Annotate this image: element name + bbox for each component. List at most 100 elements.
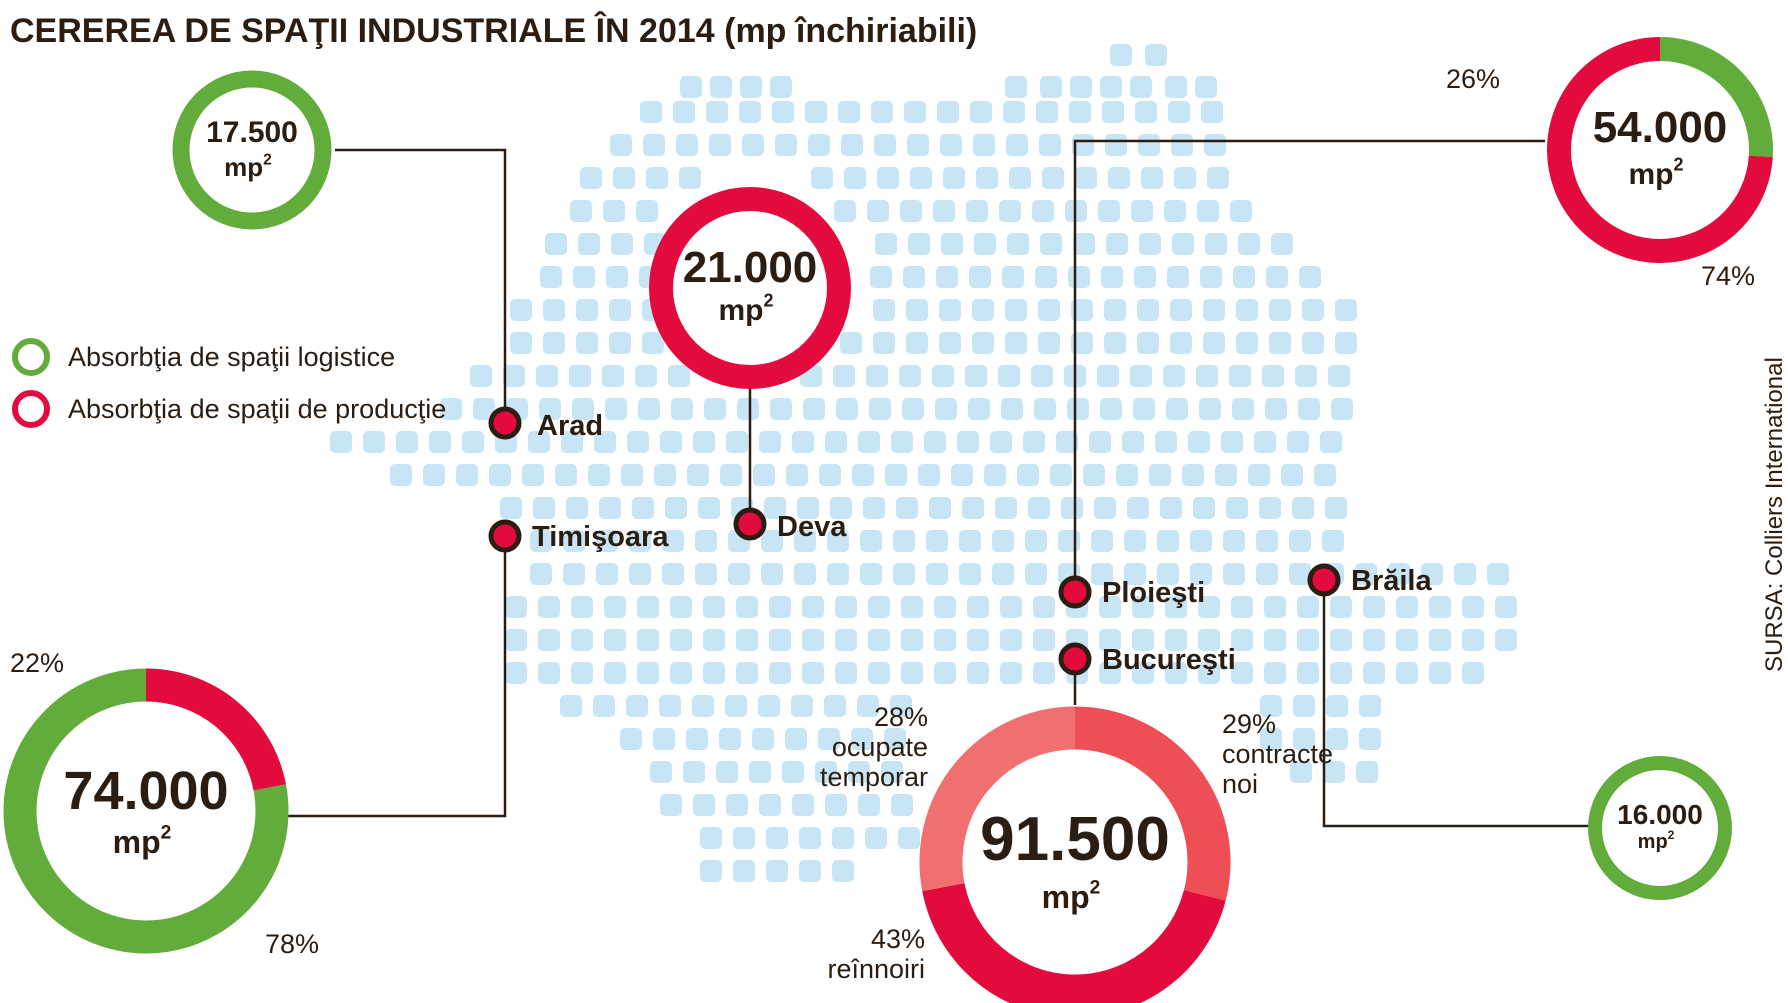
map-dot-17 (1201, 101, 1223, 123)
map-dot-293 (827, 530, 849, 552)
map-dot-432 (593, 695, 615, 717)
romania-dot-map (330, 44, 1517, 882)
map-dot-500 (1130, 76, 1152, 98)
map-dot-223 (1155, 431, 1177, 453)
map-dot-144 (1302, 332, 1324, 354)
map-dot-213 (825, 431, 847, 453)
donut-ploiesti-value: 54.000 (1593, 103, 1728, 152)
map-dot-141 (1203, 332, 1225, 354)
map-dot-419 (1099, 662, 1121, 684)
map-dot-480 (766, 827, 788, 849)
map-dot-294 (860, 530, 882, 552)
map-dot-218 (990, 431, 1012, 453)
city-label-bucuresti: Bucureşti (1102, 644, 1236, 676)
map-dot-423 (1231, 662, 1253, 684)
map-dot-275 (1061, 497, 1083, 519)
map-dot-148 (536, 365, 558, 387)
map-dot-147 (503, 365, 525, 387)
map-dot-104 (1299, 266, 1321, 288)
map-dot-371 (538, 629, 560, 651)
map-dot-268 (830, 497, 852, 519)
map-dot-95 (1002, 266, 1024, 288)
map-dot-136 (1038, 332, 1060, 354)
map-dot-352 (934, 596, 956, 618)
map-dot-120 (1203, 299, 1225, 321)
map-dot-469 (1356, 761, 1378, 783)
map-dot-490 (1110, 44, 1132, 66)
map-dot-400 (1495, 629, 1517, 651)
map-dot-124 (1335, 299, 1357, 321)
map-dot-369 (1495, 596, 1517, 618)
map-dot-20 (676, 134, 698, 156)
map-dot-234 (555, 464, 577, 486)
map-dot-173 (539, 398, 561, 420)
map-dot-179 (737, 398, 759, 420)
map-dot-389 (1132, 629, 1154, 651)
donut-bucuresti: 91.500 mp2 (919, 706, 1231, 1003)
map-dot-34 (1138, 134, 1160, 156)
donut-arad-unit: mp2 (224, 151, 272, 182)
map-dot-430 (1462, 662, 1484, 684)
map-dot-204 (528, 431, 550, 453)
donut-timisoara-label-0: 78% (265, 929, 319, 959)
donut-bucuresti-label-0-line-1: noi (1222, 769, 1258, 799)
map-dot-370 (505, 629, 527, 651)
map-dot-174 (572, 398, 594, 420)
map-dot-359 (1165, 596, 1187, 618)
map-dot-23 (775, 134, 797, 156)
map-dot-115 (1038, 299, 1060, 321)
map-dot-470 (660, 794, 682, 816)
connector-line-3 (1073, 139, 1545, 592)
map-dot-77 (974, 233, 996, 255)
map-dot-306 (1256, 530, 1278, 552)
map-dot-11 (1003, 101, 1025, 123)
map-dot-478 (700, 827, 722, 849)
map-dot-241 (786, 464, 808, 486)
map-dot-55 (603, 200, 625, 222)
map-dot-21 (709, 134, 731, 156)
map-dot-152 (668, 365, 690, 387)
map-dot-238 (687, 464, 709, 486)
map-dot-458 (1359, 728, 1381, 750)
map-dot-108 (609, 299, 631, 321)
map-dot-404 (604, 662, 626, 684)
map-dot-434 (659, 695, 681, 717)
map-dot-483 (865, 827, 887, 849)
map-dot-69 (1230, 200, 1252, 222)
map-dot-41 (811, 167, 833, 189)
map-dot-428 (1396, 662, 1418, 684)
donut-bucuresti-label-2: 28% (874, 702, 928, 732)
map-dot-331 (1256, 563, 1278, 585)
map-dot-175 (605, 398, 627, 420)
map-dot-272 (962, 497, 984, 519)
map-dot-97 (1068, 266, 1090, 288)
connector-line-1 (285, 536, 507, 818)
map-dot-102 (1233, 266, 1255, 288)
donut-bucuresti-segment-2 (919, 706, 1076, 892)
map-dot-420 (1132, 662, 1154, 684)
map-dot-459 (650, 761, 672, 783)
map-dot-285 (563, 530, 585, 552)
map-dot-134 (972, 332, 994, 354)
map-dot-101 (1200, 266, 1222, 288)
map-dot-427 (1363, 662, 1385, 684)
chart-title: CEREREA DE SPAŢII INDUSTRIALE ÎN 2014 (m… (10, 12, 977, 50)
map-dot-110 (873, 299, 895, 321)
map-dot-406 (670, 662, 692, 684)
map-dot-447 (653, 728, 675, 750)
map-dot-68 (1197, 200, 1219, 222)
map-dot-316 (761, 563, 783, 585)
map-dot-40 (679, 167, 701, 189)
map-dot-315 (728, 563, 750, 585)
map-dot-181 (803, 398, 825, 420)
map-dot-125 (510, 332, 532, 354)
map-dot-277 (1127, 497, 1149, 519)
map-dot-415 (967, 662, 989, 684)
map-dot-140 (1170, 332, 1192, 354)
map-dot-353 (967, 596, 989, 618)
map-dot-284 (530, 530, 552, 552)
map-dot-117 (1104, 299, 1126, 321)
map-dot-463 (782, 761, 804, 783)
